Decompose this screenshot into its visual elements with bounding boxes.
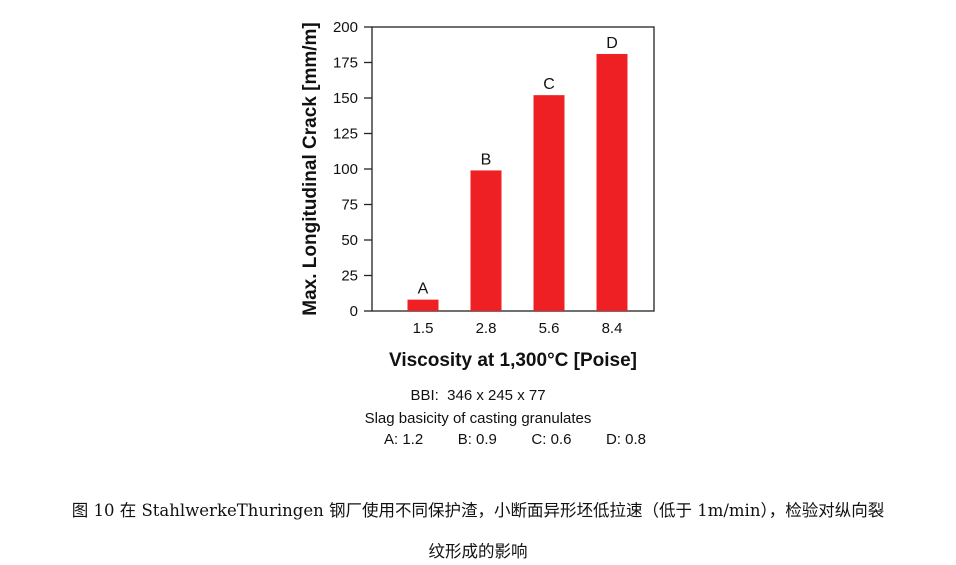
x-tick-label: 5.6 — [539, 320, 560, 337]
y-tick-label: 150 — [333, 90, 358, 107]
bar-data-label: D — [606, 35, 618, 52]
bars: A B C D — [407, 35, 628, 311]
x-tick-label: 1.5 — [413, 320, 434, 337]
basicity-d: D: 0.8 — [605, 431, 646, 448]
figure-caption-line1: 图 10 在 StahlwerkeThuringen 钢厂使用不同保护渣，小断面… — [71, 501, 885, 520]
basicity-b: B: 0.9 — [457, 431, 497, 448]
x-axis: 1.5 2.8 5.6 8.4 — [413, 320, 623, 337]
bar-data-label: B — [481, 151, 492, 168]
y-tick-label: 125 — [333, 126, 358, 143]
y-tick-label: 0 — [350, 303, 358, 320]
bar-data-label: C — [543, 76, 555, 93]
bar — [407, 299, 439, 311]
y-tick-label: 25 — [341, 268, 358, 285]
x-tick-label: 2.8 — [476, 320, 497, 337]
bar — [596, 53, 628, 311]
basicity-title: Slag basicity of casting granulates — [364, 410, 592, 427]
y-tick-label: 100 — [333, 161, 358, 178]
basicity-values: A: 1.2 B: 0.9 C: 0.6 D: 0.8 — [384, 431, 646, 453]
bbi-note: BBI: 346 x 245 x 77 — [410, 387, 546, 404]
bar — [470, 170, 502, 311]
bar-data-label: A — [418, 281, 429, 298]
bar — [533, 95, 565, 311]
basicity-c: C: 0.6 — [531, 431, 572, 448]
y-axis-title: Max. Longitudinal Crack [mm/m] — [300, 22, 321, 315]
figure-caption-line2: 纹形成的影响 — [428, 542, 528, 561]
y-tick-label: 75 — [341, 197, 358, 214]
y-tick-label: 200 — [333, 19, 358, 36]
bar-chart: 0 25 50 75 100 125 150 175 200 A B C D 1.5 2.8 5.6 8.4… — [300, 19, 655, 371]
x-tick-label: 8.4 — [602, 320, 623, 337]
x-axis-title: Viscosity at 1,300°C [Poise] — [389, 350, 637, 371]
y-tick-label: 175 — [333, 55, 358, 72]
basicity-a: A: 1.2 — [384, 431, 424, 448]
y-tick-label: 50 — [341, 232, 358, 249]
y-axis: 0 25 50 75 100 125 150 175 200 — [333, 19, 372, 320]
